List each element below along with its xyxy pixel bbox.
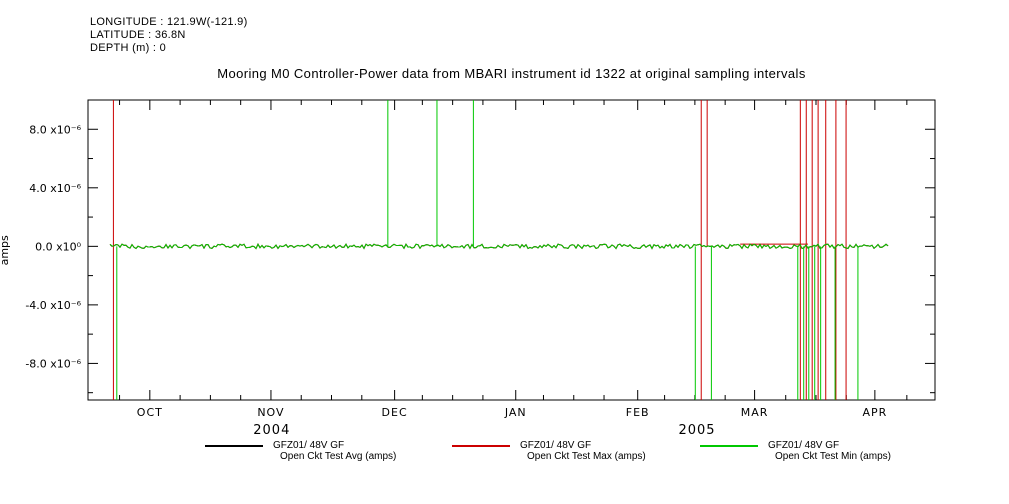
year-label: 2004 xyxy=(253,423,290,438)
month-tick-label: APR xyxy=(862,406,887,419)
month-tick-label: FEB xyxy=(626,406,650,419)
max-line-swatch xyxy=(452,445,510,447)
y-axis xyxy=(88,99,935,394)
month-tick-label: NOV xyxy=(257,406,284,419)
longitude-label: LONGITUDE : 121.9W(-121.9) xyxy=(90,16,248,28)
legend-min-line1: GFZ01/ 48V GF xyxy=(768,440,840,451)
legend-min-line2: Open Ckt Test Min (amps) xyxy=(775,451,891,462)
legend-entry-min: GFZ01/ 48V GF Open Ckt Test Min (amps) xyxy=(700,440,891,462)
plot-area: 8.0 x10⁻⁶ 4.0 x10⁻⁶ 0.0 x10⁰ -4.0 x10⁻⁶ -8.0… xyxy=(0,99,936,438)
latitude-label: LATITUDE : 36.8N xyxy=(90,29,186,41)
legend-entry-max: GFZ01/ 48V GF Open Ckt Test Max (amps) xyxy=(452,440,646,462)
legend-max-line1: GFZ01/ 48V GF xyxy=(520,440,592,451)
y-tick-label: 4.0 x10⁻⁶ xyxy=(29,182,81,195)
y-tick-label: -4.0 x10⁻⁶ xyxy=(25,299,81,312)
min-series xyxy=(109,100,889,400)
legend-text-avg: GFZ01/ 48V GF Open Ckt Test Avg (amps) xyxy=(273,440,396,462)
plot-box xyxy=(87,99,936,401)
avg-line-swatch xyxy=(205,445,263,447)
legend-avg-line2: Open Ckt Test Avg (amps) xyxy=(280,451,397,462)
depth-label: DEPTH (m) : 0 xyxy=(90,42,167,54)
min-line-swatch xyxy=(700,445,758,447)
y-tick-label: -8.0 x10⁻⁶ xyxy=(25,357,81,370)
legend-text-max: GFZ01/ 48V GF Open Ckt Test Max (amps) xyxy=(520,440,646,462)
legend: GFZ01/ 48V GF Open Ckt Test Avg (amps) G… xyxy=(0,440,1009,470)
chart-title: Mooring M0 Controller-Power data from MB… xyxy=(217,66,806,81)
y-axis-labels: 8.0 x10⁻⁶ 4.0 x10⁻⁶ 0.0 x10⁰ -4.0 x10⁻⁶ -8.0… xyxy=(25,123,81,370)
month-tick-label: DEC xyxy=(382,406,408,419)
max-series xyxy=(109,100,889,400)
x-axis xyxy=(119,100,908,400)
y-tick-label: 8.0 x10⁻⁶ xyxy=(29,123,81,136)
legend-max-line2: Open Ckt Test Max (amps) xyxy=(527,451,646,462)
x-axis-labels: OCT NOV DEC JAN FEB MAR APR 2004 2005 xyxy=(137,406,887,438)
location-header: LONGITUDE : 121.9W(-121.9) LATITUDE : 36… xyxy=(90,16,248,55)
y-axis-title: amps xyxy=(0,235,11,265)
legend-avg-line1: GFZ01/ 48V GF xyxy=(273,440,345,451)
legend-entry-avg: GFZ01/ 48V GF Open Ckt Test Avg (amps) xyxy=(205,440,396,462)
legend-text-min: GFZ01/ 48V GF Open Ckt Test Min (amps) xyxy=(768,440,891,462)
month-tick-label: MAR xyxy=(741,406,769,419)
year-label: 2005 xyxy=(678,423,715,438)
y-tick-label: 0.0 x10⁰ xyxy=(35,240,81,253)
month-tick-label: OCT xyxy=(137,406,163,419)
month-tick-label: JAN xyxy=(504,406,527,419)
